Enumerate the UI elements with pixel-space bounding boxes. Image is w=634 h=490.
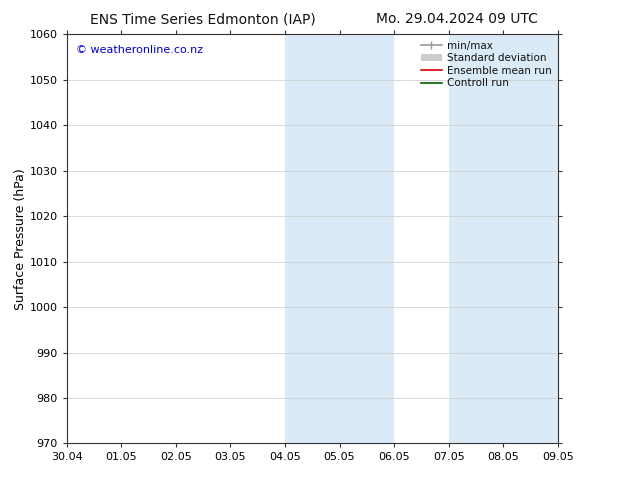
Text: ENS Time Series Edmonton (IAP): ENS Time Series Edmonton (IAP)	[90, 12, 316, 26]
Legend: min/max, Standard deviation, Ensemble mean run, Controll run: min/max, Standard deviation, Ensemble me…	[418, 37, 555, 92]
Bar	[449, 34, 503, 443]
Text: Mo. 29.04.2024 09 UTC: Mo. 29.04.2024 09 UTC	[375, 12, 538, 26]
Y-axis label: Surface Pressure (hPa): Surface Pressure (hPa)	[14, 168, 27, 310]
Bar	[503, 34, 558, 443]
Bar	[340, 34, 394, 443]
Text: © weatheronline.co.nz: © weatheronline.co.nz	[76, 45, 204, 54]
Bar	[285, 34, 340, 443]
